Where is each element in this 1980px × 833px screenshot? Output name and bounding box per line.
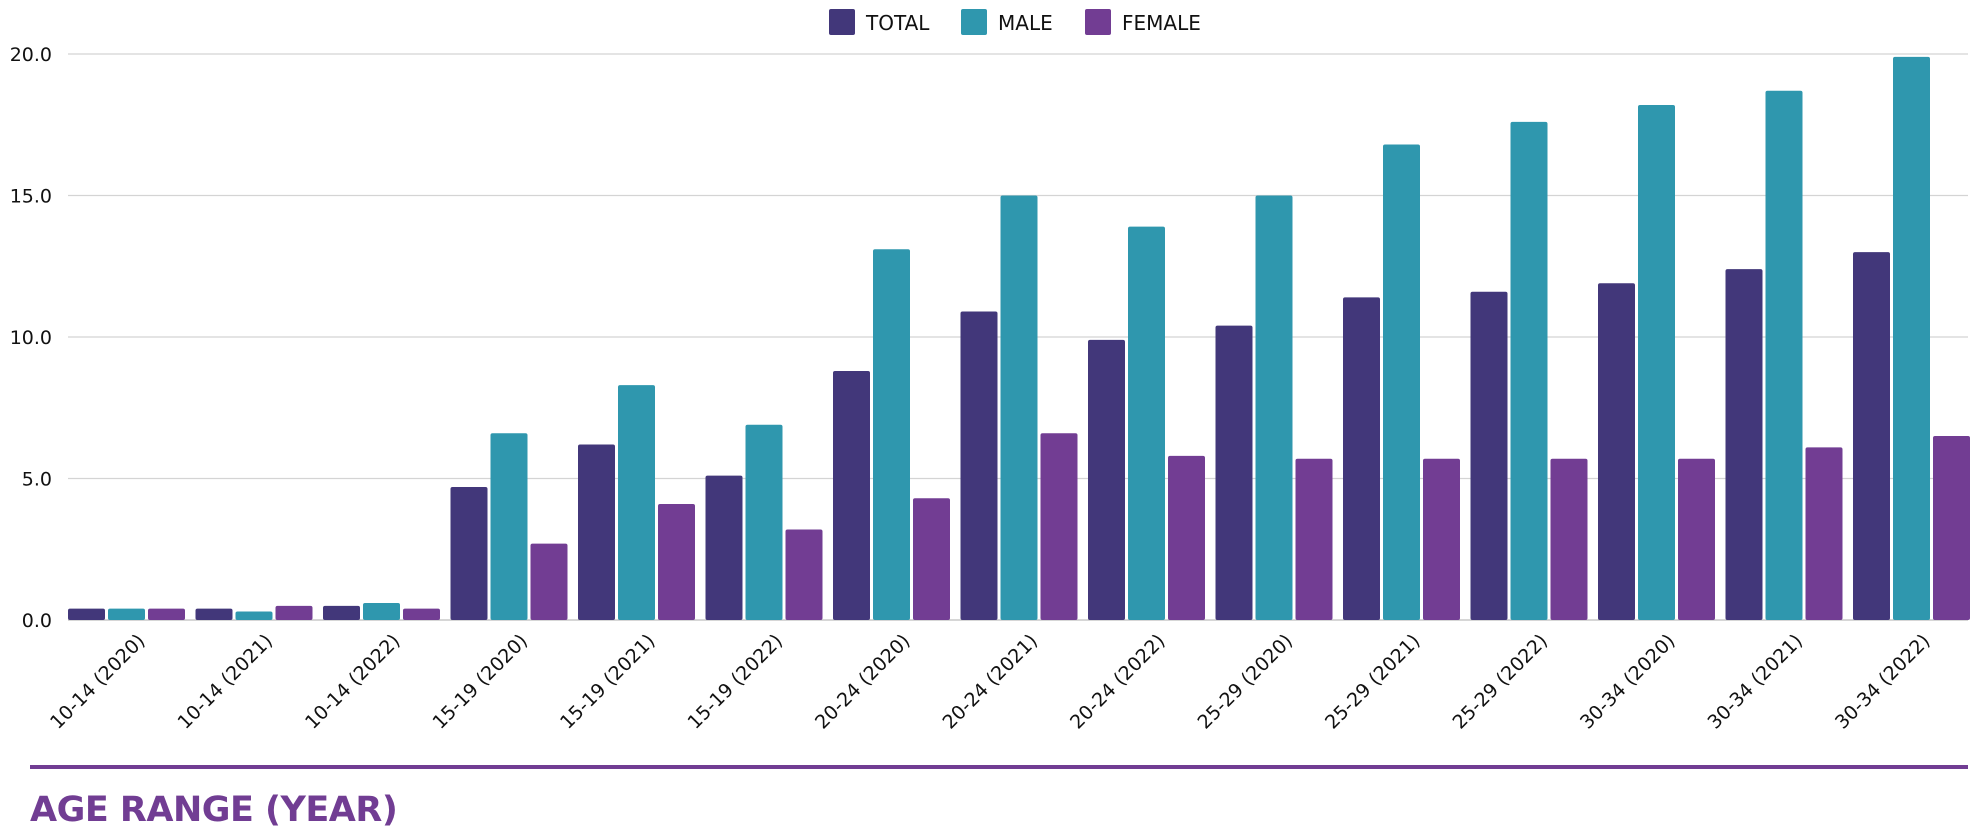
x-tick-label: 25-29 (2021) [1321, 630, 1425, 734]
bar-total [323, 605, 360, 620]
y-tick-label: 5.0 [22, 469, 52, 491]
x-axis-ticks: 10-14 (2020) 10-14 (2021) 10-14 (2022) 15-1… [46, 630, 1935, 734]
bar-female [1168, 455, 1205, 620]
bar-total [1470, 291, 1508, 620]
x-axis-title: AGE RANGE (YEAR) [30, 790, 398, 830]
bar-male [363, 603, 400, 620]
x-tick-label: 30-34 (2020) [1576, 630, 1680, 734]
bar-male [873, 249, 910, 620]
bar-male [1128, 226, 1165, 620]
bar-female [403, 608, 440, 620]
bar-female [658, 503, 695, 620]
bar-total [705, 475, 743, 620]
bar-female [785, 529, 823, 620]
bar-female [1550, 458, 1588, 620]
x-tick-label: 10-14 (2021) [173, 630, 277, 734]
legend-swatch-male [961, 9, 987, 35]
legend-label-male: MALE [998, 11, 1053, 35]
x-tick-label: 30-34 (2022) [1831, 630, 1935, 734]
bar-total [578, 444, 615, 620]
bar-female [1805, 447, 1843, 620]
bar-female [1295, 458, 1333, 620]
bar-female [530, 543, 568, 620]
bar-total [833, 370, 870, 620]
x-tick-label: 20-24 (2021) [938, 630, 1042, 734]
bar-male [618, 385, 655, 620]
x-tick-label: 10-14 (2022) [301, 630, 405, 734]
legend-label-total: TOTAL [865, 11, 930, 35]
axis-title-divider [30, 765, 1968, 769]
x-tick-label: 20-24 (2022) [1066, 630, 1170, 734]
x-tick-label: 25-29 (2022) [1448, 630, 1552, 734]
bar-female [1933, 436, 1970, 620]
bar-female [148, 608, 185, 620]
y-tick-label: 0.0 [22, 610, 52, 632]
bar-total [1088, 339, 1125, 620]
bar-male [235, 611, 273, 620]
bar-total [1343, 297, 1380, 620]
bars [68, 56, 1970, 621]
x-tick-label: 15-19 (2020) [428, 630, 532, 734]
bar-male [1255, 195, 1293, 620]
bar-total [1725, 269, 1763, 620]
bar-total [1215, 325, 1253, 620]
bar-female [1040, 433, 1078, 620]
x-tick-label: 10-14 (2020) [46, 630, 150, 734]
bar-total [450, 486, 488, 620]
x-tick-label: 30-34 (2021) [1703, 630, 1807, 734]
bar-female [275, 605, 313, 620]
y-tick-label: 20.0 [10, 44, 52, 66]
legend-swatch-female [1085, 9, 1111, 35]
bar-male [1893, 56, 1930, 620]
bar-male [1383, 144, 1420, 620]
bar-total [960, 311, 998, 620]
bar-male [108, 608, 145, 620]
bar-male [1000, 195, 1038, 620]
bar-male [1638, 104, 1675, 620]
x-tick-label: 25-29 (2020) [1193, 630, 1297, 734]
bar-female [913, 498, 950, 620]
y-tick-label: 15.0 [10, 186, 52, 208]
bar-male [1510, 121, 1548, 621]
bar-total [195, 608, 233, 620]
y-axis-ticks: 0.0 5.0 10.0 15.0 20.0 [10, 44, 52, 632]
bar-female [1678, 458, 1715, 620]
x-tick-label: 15-19 (2022) [683, 630, 787, 734]
bar-male [1765, 90, 1803, 621]
legend-label-female: FEMALE [1122, 11, 1201, 35]
legend-swatch-total [829, 9, 855, 35]
bar-female [1423, 458, 1460, 620]
x-tick-label: 15-19 (2021) [556, 630, 660, 734]
legend: TOTAL MALE FEMALE [829, 9, 1201, 35]
y-tick-label: 10.0 [10, 327, 52, 349]
bar-total [1598, 283, 1635, 620]
bar-total [1853, 252, 1890, 620]
bar-male [490, 433, 528, 620]
x-tick-label: 20-24 (2020) [811, 630, 915, 734]
bar-total [68, 608, 105, 620]
bar-male [745, 424, 783, 620]
